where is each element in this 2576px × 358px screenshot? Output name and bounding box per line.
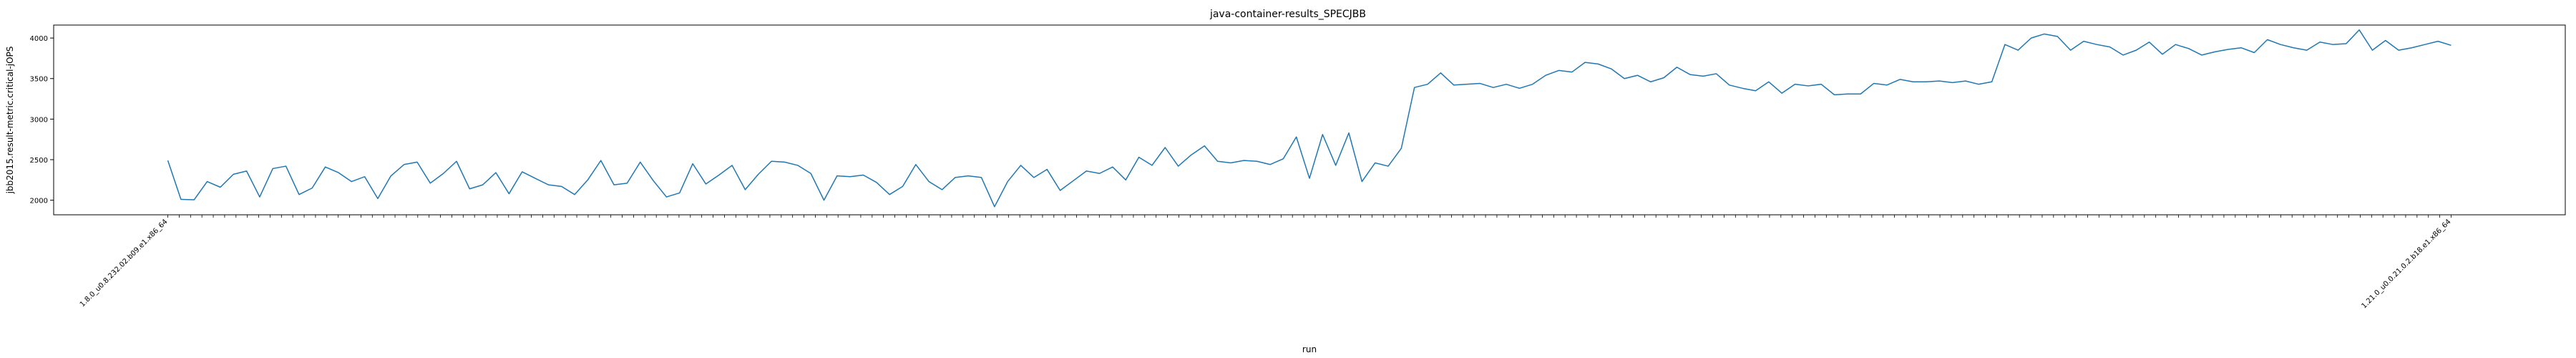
y-tick-label: 3000 xyxy=(30,116,48,124)
y-axis-title: jbb2015.result-metric.critical-jOPS xyxy=(5,47,15,195)
y-tick-label: 2500 xyxy=(30,157,48,165)
series-line xyxy=(167,29,2451,208)
plot-area-frame xyxy=(53,24,2566,216)
y-tick-label: 2000 xyxy=(30,198,48,205)
chart-title: java-container-results_SPECJBB xyxy=(1209,9,1366,20)
y-axis-ticks: 2000 2500 3000 3500 4000 xyxy=(30,35,54,205)
x-axis-title: run xyxy=(1302,344,1317,354)
y-tick-label: 3500 xyxy=(30,76,48,84)
y-tick-label: 4000 xyxy=(30,35,48,43)
